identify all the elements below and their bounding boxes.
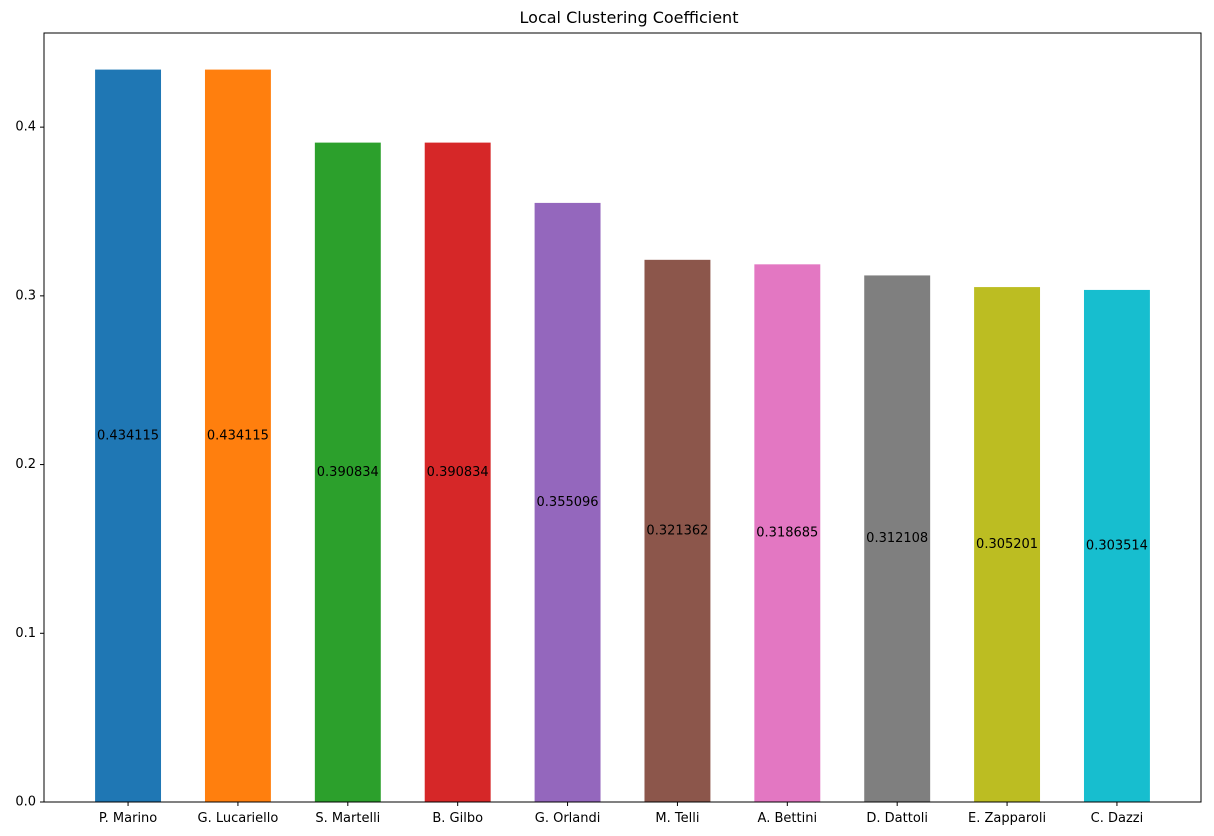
x-tick-label: S. Martelli xyxy=(315,811,380,826)
bar-value-label: 0.303514 xyxy=(1086,538,1148,553)
bar xyxy=(204,69,271,803)
x-tick-label: G. Lucariello xyxy=(198,811,279,826)
bar xyxy=(95,69,162,803)
bar xyxy=(974,287,1041,803)
bar-value-label: 0.390834 xyxy=(317,465,379,480)
bar xyxy=(864,275,931,802)
bar-value-label: 0.434115 xyxy=(97,428,159,443)
x-tick-label: E. Zapparoli xyxy=(968,811,1046,826)
y-tick-label: 0.1 xyxy=(15,626,36,641)
y-tick-label: 0.4 xyxy=(15,120,36,135)
bar-value-label: 0.434115 xyxy=(207,428,269,443)
bar xyxy=(534,202,601,802)
x-tick-label: B. Gilbo xyxy=(432,811,483,826)
bar-value-label: 0.318685 xyxy=(756,526,818,541)
bars-layer xyxy=(95,69,1150,803)
data-labels-layer: 0.434115 0.434115 0.390834 0.390834 0.355096… xyxy=(97,428,1148,553)
y-tick-label: 0.2 xyxy=(15,457,36,472)
y-tick-label: 0.3 xyxy=(15,288,36,303)
x-tick-label: G. Orlandi xyxy=(535,811,601,826)
bar-value-label: 0.355096 xyxy=(537,495,599,510)
bar xyxy=(754,264,821,803)
chart-title: Local Clustering Coefficient xyxy=(520,8,739,27)
plot-frame xyxy=(43,32,1202,803)
x-axis: P. Marino G. Lucariello S. Martelli B. Gilb… xyxy=(99,802,1143,826)
bar-value-label: 0.305201 xyxy=(976,537,1038,552)
x-tick-label: A. Bettini xyxy=(758,811,818,826)
bar-value-label: 0.312108 xyxy=(866,531,928,546)
bar xyxy=(1083,289,1150,802)
x-tick-label: M. Telli xyxy=(655,811,699,826)
bar xyxy=(644,259,711,802)
bar-value-label: 0.321362 xyxy=(646,523,708,538)
bar xyxy=(314,142,381,803)
x-tick-label: P. Marino xyxy=(99,811,157,826)
x-tick-label: D. Dattoli xyxy=(866,811,928,826)
bar-value-label: 0.390834 xyxy=(427,465,489,480)
x-tick-label: C. Dazzi xyxy=(1091,811,1144,826)
bar xyxy=(424,142,491,803)
y-axis: 0.0 0.1 0.2 0.3 0.4 xyxy=(15,120,44,810)
y-tick-label: 0.0 xyxy=(15,795,36,810)
